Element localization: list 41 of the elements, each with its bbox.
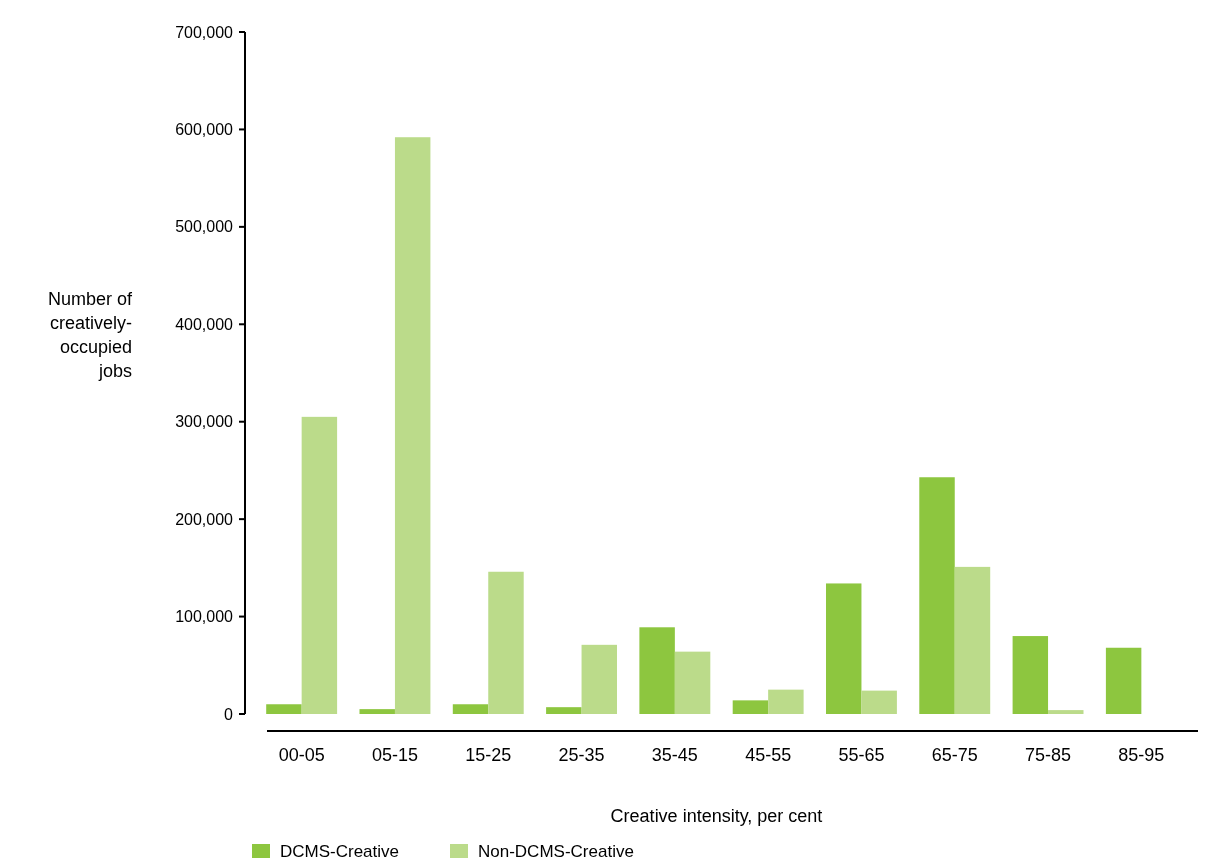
bar	[768, 689, 804, 714]
x-tick-label: 05-15	[371, 745, 418, 765]
bar	[954, 566, 991, 714]
bar	[394, 137, 431, 714]
x-tick-label: 55-65	[838, 745, 885, 765]
bar	[1105, 647, 1142, 714]
y-tick-label: 400,000	[175, 315, 234, 333]
bar	[359, 709, 395, 714]
bar	[674, 651, 711, 714]
x-tick-label: 00-05	[278, 745, 325, 765]
legend-label: DCMS-Creative	[280, 842, 400, 859]
x-tick-label: 85-95	[1118, 745, 1165, 765]
bar	[861, 690, 897, 714]
bar	[581, 644, 617, 714]
bar	[301, 416, 338, 714]
bar	[639, 627, 675, 714]
bar	[1048, 710, 1084, 714]
x-tick-label: 65-75	[931, 745, 978, 765]
x-tick-label: 35-45	[651, 745, 698, 765]
y-tick-label: 200,000	[175, 510, 234, 528]
y-tick-label: 600,000	[175, 121, 234, 139]
y-axis-title: Number of creatively-occupied jobs	[47, 289, 133, 381]
bar	[488, 571, 524, 714]
y-tick-label: 0	[224, 705, 234, 723]
y-tick-label: 100,000	[175, 608, 234, 626]
legend-label: Non-DCMS-Creative	[478, 842, 634, 859]
x-tick-label: 75-85	[1025, 745, 1072, 765]
bar	[1012, 636, 1049, 714]
x-tick-label: 15-25	[465, 745, 512, 765]
bar	[919, 477, 955, 714]
bar	[452, 704, 489, 714]
y-tick-label: 500,000	[175, 218, 234, 236]
x-axis-title: Creative intensity, per cent	[610, 806, 823, 826]
x-tick-label: 25-35	[558, 745, 605, 765]
bar	[546, 707, 582, 714]
x-tick-label: 45-55	[745, 745, 792, 765]
bar	[266, 704, 302, 714]
y-tick-label: 300,000	[175, 413, 234, 431]
y-tick-label: 700,000	[175, 23, 234, 41]
bar	[826, 583, 862, 714]
bar	[732, 700, 769, 714]
